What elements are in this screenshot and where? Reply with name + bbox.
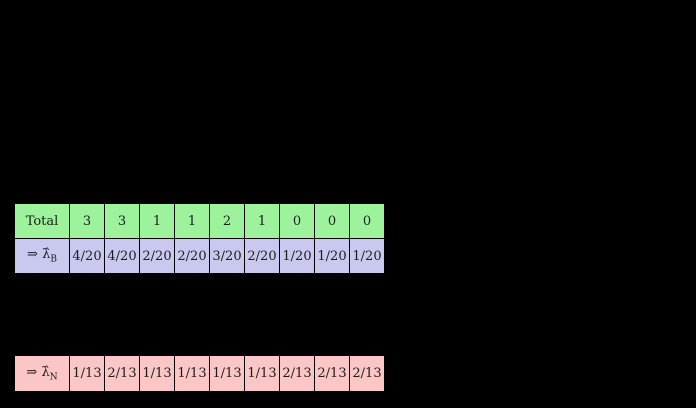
estimate-cell: 3/20 [209, 238, 245, 274]
total-cell: 1 [174, 203, 210, 239]
estimate-cell: 1/13 [69, 355, 105, 392]
estimate-cell: 2/13 [104, 355, 140, 392]
total-cell: 0 [314, 203, 350, 239]
estimate-cell: 1/13 [244, 355, 280, 392]
implies-icon: ⇒ [27, 247, 38, 263]
lambda-b-label-text: ⇒ λ̂B [27, 247, 57, 265]
estimate-cell: 1/20 [349, 238, 385, 274]
lambda-hat-symbol: λ̂ [41, 364, 50, 380]
estimate-cell: 2/20 [244, 238, 280, 274]
estimate-cell: 4/20 [104, 238, 140, 274]
estimate-cell: 2/13 [279, 355, 315, 392]
total-cell: 3 [69, 203, 105, 239]
estimate-cell: 1/13 [139, 355, 175, 392]
total-row: Total 3 3 1 1 2 1 0 0 0 [14, 203, 385, 239]
estimate-cell: 1/13 [209, 355, 245, 392]
estimate-cell: 4/20 [69, 238, 105, 274]
estimate-cell: 2/20 [139, 238, 175, 274]
bernoulli-estimate-table: Total 3 3 1 1 2 1 0 0 0 ⇒ λ̂B 4/20 4/20 … [14, 203, 385, 274]
total-cell: 3 [104, 203, 140, 239]
lambda-b-subscript: B [50, 254, 57, 265]
total-cell: 2 [209, 203, 245, 239]
lambda-n-subscript: N [49, 372, 58, 383]
total-cell: 1 [244, 203, 280, 239]
estimate-cell: 2/13 [314, 355, 350, 392]
smoothed-estimate-table: ⇒ λ̂N 1/13 2/13 1/13 1/13 1/13 1/13 2/13… [14, 355, 385, 392]
estimate-cell: 2/20 [174, 238, 210, 274]
lambda-n-row-label: ⇒ λ̂N [14, 355, 70, 392]
implies-icon: ⇒ [26, 364, 38, 380]
total-row-label: Total [14, 203, 70, 239]
lambda-n-row: ⇒ λ̂N 1/13 2/13 1/13 1/13 1/13 1/13 2/13… [14, 355, 385, 392]
estimate-cell: 2/13 [349, 355, 385, 392]
lambda-n-label-text: ⇒ λ̂N [26, 364, 58, 383]
estimate-cell: 1/13 [174, 355, 210, 392]
estimate-cell: 1/20 [279, 238, 315, 274]
total-cell: 0 [279, 203, 315, 239]
total-cell: 1 [139, 203, 175, 239]
estimate-cell: 1/20 [314, 238, 350, 274]
lambda-hat-symbol: λ̂ [42, 247, 51, 263]
total-cell: 0 [349, 203, 385, 239]
lambda-b-row-label: ⇒ λ̂B [14, 238, 70, 274]
lambda-b-row: ⇒ λ̂B 4/20 4/20 2/20 2/20 3/20 2/20 1/20… [14, 238, 385, 274]
